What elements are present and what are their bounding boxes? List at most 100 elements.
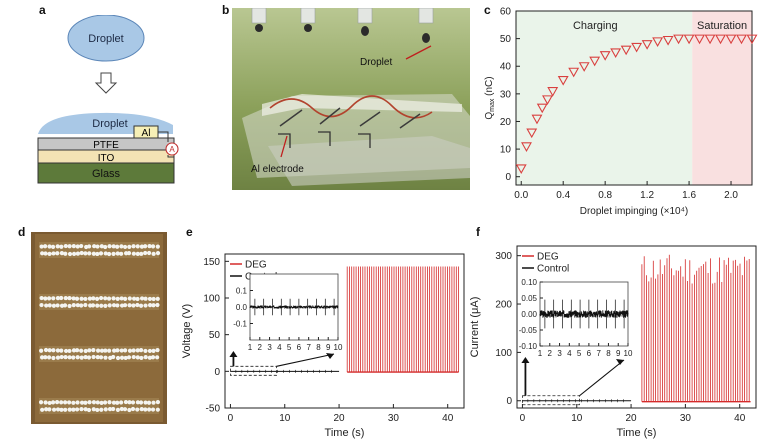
inset-x-tick-label: 6	[297, 343, 302, 352]
droplet-dot	[119, 296, 124, 301]
droplet-dot	[107, 348, 112, 353]
ammeter-label: A	[169, 145, 175, 154]
droplet-dot	[71, 355, 76, 360]
droplet-dot	[103, 355, 108, 360]
droplet-dot	[51, 348, 56, 353]
inset-x-tick-label: 2	[548, 349, 553, 358]
droplet-dot	[106, 296, 112, 301]
droplet-dot	[62, 303, 68, 308]
inset-x-tick-label: 1	[538, 349, 543, 358]
droplet-dot	[135, 355, 140, 360]
y-axis-label: Qmax (nC)	[484, 76, 496, 119]
droplet-ellipse	[67, 15, 145, 62]
droplet-dot	[111, 406, 116, 412]
droplet-dot	[147, 243, 152, 249]
zoom-arrow-head-icon	[326, 353, 334, 359]
droplet-dot	[55, 348, 60, 353]
droplet-dot	[95, 303, 100, 308]
legend-deg-label: DEG	[245, 260, 267, 271]
y-tick-label: -50	[206, 404, 221, 415]
droplet-dot	[47, 303, 52, 308]
inset-x-tick-label: 10	[624, 349, 633, 358]
data-point	[557, 75, 569, 86]
droplet-dot	[47, 251, 52, 256]
droplet-dot	[99, 407, 104, 412]
droplet-dot	[71, 296, 76, 301]
x-tick-label: 0	[228, 413, 234, 424]
x-axis-label: Droplet impinging (×10⁴)	[580, 206, 689, 217]
droplet-dot	[67, 251, 73, 257]
inset-x-tick-label: 3	[267, 343, 272, 352]
droplet-dot	[127, 303, 132, 308]
droplet-dot	[87, 251, 92, 256]
droplet-dot	[59, 348, 64, 353]
droplet-dot	[135, 400, 140, 405]
droplet-dot	[38, 400, 44, 405]
droplet-dot	[71, 400, 76, 405]
droplet-dot	[155, 244, 160, 249]
droplet-dot	[59, 295, 64, 301]
droplet-dot	[63, 400, 68, 405]
droplet-dot	[75, 303, 80, 308]
inset-x-tick-label: 10	[334, 343, 343, 352]
droplet-dot	[83, 354, 88, 360]
layer-ptfe-label: PTFE	[93, 140, 119, 151]
data-point	[515, 164, 527, 175]
droplet-dot	[135, 348, 140, 353]
inset-y-tick-label: -0.05	[519, 326, 538, 335]
acrylic-fixture	[242, 94, 470, 186]
droplet-dot	[96, 348, 101, 353]
arrow-down-icon	[94, 72, 118, 94]
droplet-dot	[91, 348, 96, 353]
droplet-dot	[95, 244, 100, 249]
droplet-dot	[40, 407, 45, 412]
inset-x-tick-label: 4	[277, 343, 282, 352]
data-point	[547, 87, 559, 97]
inset-x-tick-label: 9	[616, 349, 621, 358]
droplet-dot	[99, 244, 104, 249]
droplet-dot	[47, 407, 52, 412]
droplet-dot	[111, 244, 116, 249]
droplet-dot	[43, 296, 48, 301]
droplet-dot	[143, 348, 148, 354]
y-tick-label: 60	[500, 7, 512, 18]
inset-x-tick-label: 5	[287, 343, 292, 352]
droplet-dot	[51, 303, 57, 308]
droplet-dot	[147, 296, 153, 302]
droplet-dot	[143, 250, 148, 256]
droplet-dot	[135, 251, 140, 256]
inset-x-tick-label: 4	[567, 349, 572, 358]
droplet-dot	[40, 251, 45, 256]
droplet-dot	[51, 400, 56, 405]
droplet-dot	[75, 400, 80, 405]
y-tick-label: 300	[495, 251, 512, 262]
droplet-dot	[71, 303, 76, 308]
droplet-dot	[87, 244, 92, 249]
droplet-dot	[103, 251, 108, 256]
droplet-dot	[123, 399, 129, 405]
droplet-dot	[94, 296, 100, 301]
region-charging	[516, 11, 693, 185]
droplet-dot	[63, 251, 68, 256]
droplet-dot	[115, 400, 120, 405]
x-tick-label: 0.4	[556, 190, 570, 201]
droplet-dot	[79, 303, 84, 308]
y-tick-label: 0	[214, 367, 220, 378]
droplet-dot	[150, 407, 156, 412]
droplet-dot	[143, 407, 148, 412]
droplet-dot	[130, 406, 136, 412]
inset-x-tick-label: 2	[258, 343, 263, 352]
zoom-arrow-head-icon	[616, 359, 624, 365]
droplet-dot	[87, 400, 92, 405]
data-point	[521, 142, 532, 152]
droplet-dot	[103, 296, 108, 301]
droplet-dot	[155, 407, 160, 412]
droplet-dot	[95, 251, 100, 257]
zoom-arrow-line	[276, 353, 335, 367]
data-point	[531, 114, 543, 125]
droplet-dot	[131, 296, 137, 301]
droplet-dot	[112, 348, 117, 353]
droplet-dot	[67, 244, 72, 249]
droplet-dot	[127, 244, 132, 249]
droplet-dot	[126, 251, 132, 256]
